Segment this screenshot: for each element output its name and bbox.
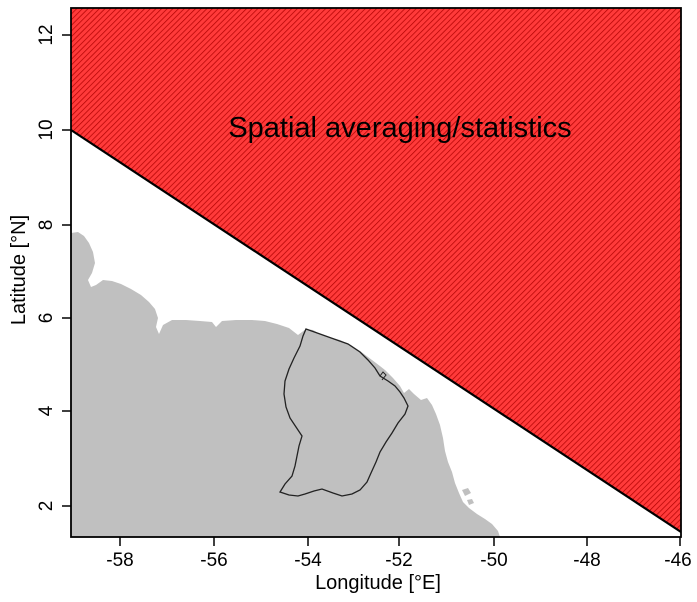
x-tick-label: -46 <box>664 550 691 571</box>
land-layer <box>71 232 500 537</box>
spatial-averaging-region <box>71 8 681 532</box>
x-tick-label: -52 <box>385 550 412 571</box>
x-tick-label: -58 <box>106 550 133 571</box>
y-tick-label: 12 <box>36 24 57 45</box>
y-axis <box>62 34 71 507</box>
country-border <box>279 328 409 497</box>
coastal-island <box>462 488 471 496</box>
x-tick-label: -56 <box>200 550 227 571</box>
y-tick-label: 6 <box>36 313 57 324</box>
x-axis-label: Longitude [°E] <box>315 572 441 594</box>
region-diagonal-edge <box>70 129 682 533</box>
south-america-landmass <box>71 232 500 537</box>
plot-frame <box>70 7 682 538</box>
y-tick-label: 2 <box>36 501 57 512</box>
x-tick-label: -54 <box>294 550 322 571</box>
y-axis-label: Latitude [°N] <box>8 215 30 325</box>
y-tick-label: 4 <box>36 405 57 416</box>
region-annotation: Spatial averaging/statistics <box>228 112 571 144</box>
y-tick-label: 10 <box>36 119 57 140</box>
x-tick-label: -48 <box>573 550 600 571</box>
x-axis <box>119 537 681 546</box>
y-tick-label: 8 <box>36 220 57 231</box>
x-tick-label: -50 <box>480 550 507 571</box>
river-border-detail <box>379 371 387 381</box>
coastal-island <box>467 499 474 505</box>
